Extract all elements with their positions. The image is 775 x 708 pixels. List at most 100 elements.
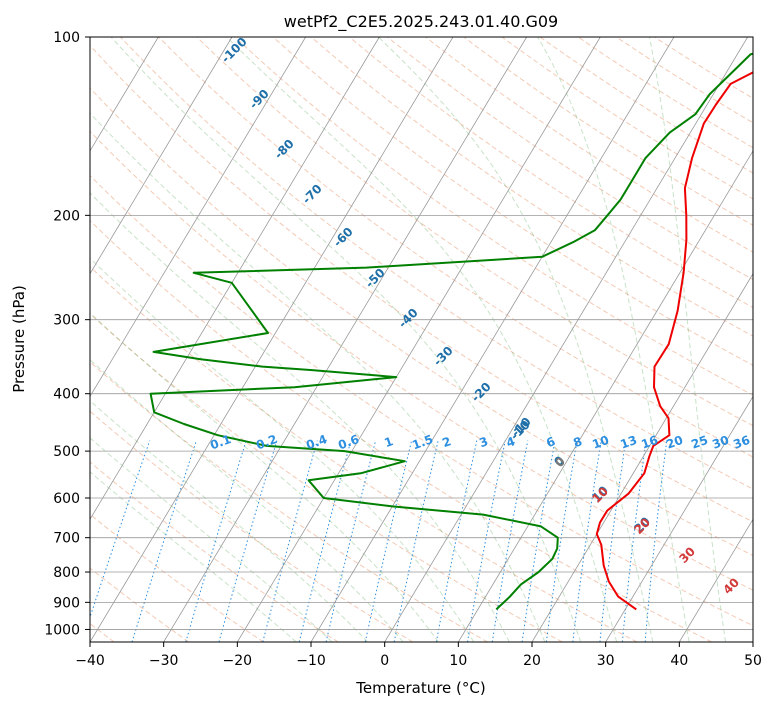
dry-adiabat-line xyxy=(90,513,264,642)
x-tick-label: −30 xyxy=(149,653,179,669)
chart-title: wetPf2_C2E5.2025.243.01.40.G09 xyxy=(284,12,558,32)
x-axis-title: Temperature (°C) xyxy=(355,679,485,697)
moist-adiabat-label: 10 xyxy=(589,484,611,506)
dry-adiabat-label: -100 xyxy=(219,35,250,66)
temperature-profile xyxy=(595,71,753,611)
dry-adiabat-line xyxy=(272,37,753,366)
x-tick-label: 20 xyxy=(523,653,541,669)
dry-adiabat-label: -70 xyxy=(300,182,325,207)
mixing-ratio-line xyxy=(572,440,602,642)
dry-adiabat-line xyxy=(463,37,753,226)
dry-adiabat-label: -50 xyxy=(363,266,388,291)
moist-adiabat-line xyxy=(90,358,404,642)
isotherm-line xyxy=(90,37,233,275)
isotherm-line xyxy=(310,37,675,642)
axes: −40 −30 −20 −10 0 10 20 30 40 5010020030040050060… xyxy=(44,30,762,669)
mixing-ratio-line xyxy=(621,440,647,642)
y-axis-title: Pressure (hPa) xyxy=(10,285,28,393)
mixing-ratio-line xyxy=(298,440,352,642)
mixing-ratio-label: 13 xyxy=(618,433,638,452)
moist-adiabat-line xyxy=(90,312,439,642)
mixing-ratio-label: 0.1 xyxy=(208,432,233,452)
y-tick-label: 1000 xyxy=(44,622,80,638)
moist-adiabat-label: 20 xyxy=(631,515,653,537)
mixing-ratio-label: 20 xyxy=(664,433,684,452)
dry-adiabat-line xyxy=(310,37,753,337)
moist-adiabat-line xyxy=(378,37,654,642)
dry-adiabat-line xyxy=(90,130,753,591)
y-tick-label: 400 xyxy=(53,387,80,403)
x-tick-label: 0 xyxy=(380,653,389,669)
dry-adiabat-line xyxy=(90,361,488,642)
isotherm-line xyxy=(90,37,159,152)
mixing-ratio-line xyxy=(467,440,506,642)
dry-adiabat-line xyxy=(654,37,753,99)
dry-adiabat-line xyxy=(501,37,753,200)
y-tick-label: 600 xyxy=(53,491,80,507)
isotherm-line xyxy=(605,395,753,642)
mixing-ratio-line xyxy=(599,440,627,642)
y-tick-label: 300 xyxy=(53,313,80,329)
dry-adiabat-line xyxy=(577,37,753,149)
y-tick-label: 900 xyxy=(53,595,80,611)
mixing-ratio-label: 2 xyxy=(440,434,453,450)
dry-adiabat-line xyxy=(90,313,563,642)
y-tick-label: 100 xyxy=(53,30,80,46)
mixing-ratio-line xyxy=(545,440,578,642)
background-lines xyxy=(90,37,753,642)
dry-adiabat-line xyxy=(196,37,753,427)
dry-adiabat-line xyxy=(387,37,753,281)
isotherm-line xyxy=(531,272,753,642)
mixing-ratio-line xyxy=(262,440,318,642)
mixing-ratio-label: 30 xyxy=(710,433,730,452)
mixing-ratio-line xyxy=(218,440,278,642)
mixing-ratio-label: 3 xyxy=(477,434,490,450)
mixing-ratio-line xyxy=(644,440,668,642)
mixing-ratio-label: 36 xyxy=(731,433,751,452)
y-tick-label: 700 xyxy=(53,531,80,547)
mixing-ratio-line xyxy=(435,440,478,642)
mixing-ratio-label: 25 xyxy=(689,433,709,452)
mixing-ratio-line xyxy=(364,440,413,642)
moist-adiabat-line xyxy=(90,400,368,642)
dry-adiabat-line xyxy=(90,265,638,642)
y-tick-label: 200 xyxy=(53,208,80,224)
isotherm-line xyxy=(752,641,753,642)
dry-adiabat-line xyxy=(425,37,753,253)
dry-adiabat-line xyxy=(90,219,712,642)
mixing-ratio-label: 0.2 xyxy=(254,432,279,452)
mixing-ratio-label: 16 xyxy=(639,433,659,452)
moist-adiabat-line xyxy=(90,437,333,642)
moist-adiabat-label: 30 xyxy=(676,544,698,566)
dry-adiabat-label: -80 xyxy=(272,137,297,162)
mixing-ratio-label: 0.4 xyxy=(304,432,329,452)
y-tick-label: 800 xyxy=(53,565,80,581)
moist-adiabat-line xyxy=(537,37,690,642)
mixing-ratio-line xyxy=(325,440,377,642)
mixing-ratio-label: 0.6 xyxy=(336,432,361,452)
moist-adiabat-line xyxy=(90,112,546,642)
mixing-ratio-label: 10 xyxy=(590,433,610,452)
moist-adiabat-label: 40 xyxy=(720,575,742,597)
mixing-ratio-label: 6 xyxy=(544,434,557,450)
isotherm-line xyxy=(384,37,749,642)
moist-adiabat-label: 0 xyxy=(552,454,568,470)
moist-adiabat-line xyxy=(110,37,582,642)
dry-adiabat-label: -90 xyxy=(247,87,272,112)
dry-adiabat-line xyxy=(90,174,753,627)
dry-adiabat-label: -40 xyxy=(396,306,421,331)
dry-adiabat-line xyxy=(90,410,414,642)
dry-adiabat-line xyxy=(90,44,753,523)
dry-adiabat-label: -20 xyxy=(469,380,494,405)
dewpoint-profile xyxy=(149,52,753,611)
isotherm-line xyxy=(90,37,380,520)
x-tick-label: 50 xyxy=(744,653,762,669)
moist-adiabat-line xyxy=(90,471,297,642)
plot-frame xyxy=(89,36,754,643)
dry-adiabat-label: -30 xyxy=(431,344,456,369)
mixing-ratio-line xyxy=(90,440,151,619)
mixing-ratio-line xyxy=(131,440,197,642)
dry-adiabat-line xyxy=(90,87,753,557)
dry-adiabat-line xyxy=(539,37,753,174)
